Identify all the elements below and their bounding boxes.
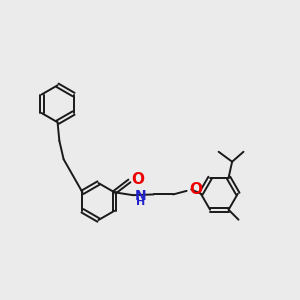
Text: N: N bbox=[135, 189, 146, 203]
Text: O: O bbox=[189, 182, 202, 197]
Text: O: O bbox=[131, 172, 145, 187]
Text: H: H bbox=[136, 196, 146, 206]
